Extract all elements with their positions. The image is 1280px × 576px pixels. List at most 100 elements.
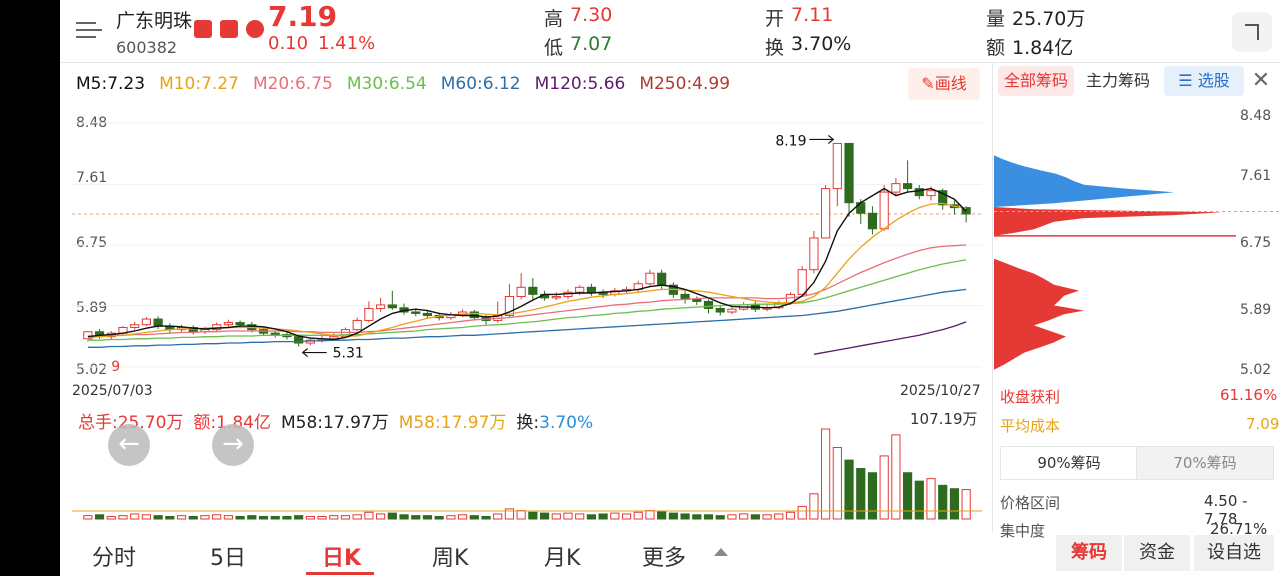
candle-body xyxy=(153,318,163,327)
close-icon[interactable]: ✕ xyxy=(1251,68,1271,93)
candle xyxy=(891,178,901,196)
tab-intraday[interactable]: 分时 xyxy=(92,546,137,571)
volume-bar xyxy=(809,493,819,520)
volume-bar xyxy=(493,513,503,520)
low-arrowhead xyxy=(301,348,309,358)
tab-all-chips[interactable]: 全部筹码 xyxy=(998,66,1074,96)
volume-bar xyxy=(457,514,468,520)
ma30-line xyxy=(87,259,967,341)
tab-main-chips[interactable]: 主力筹码 xyxy=(1086,71,1151,90)
volume-bar xyxy=(434,515,444,520)
candle xyxy=(165,323,175,334)
candle xyxy=(797,266,807,297)
draw-line-button[interactable]: ✎画线 xyxy=(908,68,980,100)
tab-5day[interactable]: 5日 xyxy=(210,546,246,571)
candle-body xyxy=(926,190,936,197)
tag-icon-3 xyxy=(246,20,264,38)
candle-body xyxy=(645,272,655,285)
vol-turnover-value: 3.70% xyxy=(539,413,594,433)
tag-icon-1 xyxy=(194,20,212,38)
candle xyxy=(914,185,924,200)
volume-bar xyxy=(329,515,339,520)
volume-bar xyxy=(867,472,878,520)
volume-bar xyxy=(446,515,456,520)
candle xyxy=(938,188,948,210)
candle-body xyxy=(703,300,714,309)
chip-tick-2: 6.75 xyxy=(1240,235,1272,251)
candle-body xyxy=(130,324,140,329)
range-label: 价格区间 xyxy=(1000,494,1061,512)
next-arrow-button[interactable]: → xyxy=(212,424,254,466)
amount-value: 1.84亿 xyxy=(1012,37,1074,59)
candle-body xyxy=(422,312,433,317)
volume-bar xyxy=(83,515,93,520)
ma-legend: M5:7.23 M10:7.27 M20:6.75 M30:6.54 M60:6.12 M… xyxy=(76,74,744,94)
vol-amount: 额:1.84亿 xyxy=(193,413,271,433)
candle-body xyxy=(879,191,889,230)
btn-90-chips[interactable]: 90%筹码 xyxy=(1000,446,1138,480)
volume-value: 25.70万 xyxy=(1012,8,1086,30)
chevron-up-icon[interactable] xyxy=(714,548,728,556)
volume-bar xyxy=(130,513,140,520)
volume-bar xyxy=(551,513,561,520)
tag-icon-2 xyxy=(220,20,238,38)
header-divider xyxy=(60,62,1280,63)
candlestick-chart[interactable]: 8.19 5.31 9 xyxy=(72,105,982,383)
open-label: 开 xyxy=(765,8,785,30)
candle-body xyxy=(270,332,280,336)
candle-body xyxy=(715,307,725,313)
volume-bar xyxy=(305,515,315,520)
chips-button[interactable]: 筹码 xyxy=(1056,535,1122,571)
chip-tick-3: 5.89 xyxy=(1240,302,1272,318)
expand-button[interactable] xyxy=(1232,12,1272,52)
volume-bar xyxy=(598,513,608,520)
candle xyxy=(376,297,386,312)
ma60-line xyxy=(87,288,967,348)
tab-more[interactable]: 更多 xyxy=(642,546,687,571)
volume-bar xyxy=(387,512,397,520)
high-label: 高 xyxy=(544,8,564,30)
candle xyxy=(844,142,854,217)
candle xyxy=(516,273,526,300)
candle xyxy=(141,316,152,327)
low-value: 7.07 xyxy=(570,33,613,55)
profit-label: 收盘获利 xyxy=(1000,388,1061,406)
candle xyxy=(176,324,187,332)
candle xyxy=(832,142,842,207)
btn-70-chips[interactable]: 70%筹码 xyxy=(1136,446,1274,480)
prev-arrow-button[interactable]: ← xyxy=(108,424,150,466)
panel-divider xyxy=(992,63,993,533)
vol-m58b: M58:17.97万 xyxy=(398,413,507,433)
select-stock-button[interactable]: ☰ 选股 xyxy=(1164,66,1244,96)
tab-monthly-k[interactable]: 月K xyxy=(544,546,581,571)
date-start: 2025/07/03 xyxy=(72,383,153,399)
candle xyxy=(809,230,819,274)
tab-daily-k[interactable]: 日K xyxy=(322,546,362,571)
volume-bar xyxy=(645,510,655,520)
amount-label: 额 xyxy=(986,37,1006,59)
high-annotation: 8.19 xyxy=(775,133,806,149)
add-watchlist-button[interactable]: 设自选 xyxy=(1194,535,1274,571)
volume-bar xyxy=(680,513,690,520)
tab-weekly-k[interactable]: 周K xyxy=(432,546,469,571)
candle xyxy=(715,304,725,316)
volume-bar xyxy=(610,512,620,520)
volume-bar xyxy=(821,428,831,520)
volume-bar xyxy=(844,459,854,520)
volume-bar xyxy=(258,515,269,520)
candle-body xyxy=(223,322,233,326)
volume-bar xyxy=(118,515,128,520)
candle-body xyxy=(902,183,913,190)
funds-button[interactable]: 资金 xyxy=(1124,535,1190,571)
candle xyxy=(879,185,889,231)
volume-bar xyxy=(668,512,678,520)
candle-body xyxy=(657,272,667,286)
volume-bar xyxy=(165,515,175,520)
marker-annotation: 9 xyxy=(111,359,120,375)
ma120-label: M120:5.66 xyxy=(534,74,626,94)
volume-bar xyxy=(504,508,515,520)
menu-icon[interactable] xyxy=(76,20,102,40)
candle-body xyxy=(528,286,538,295)
volume-bar xyxy=(422,515,433,520)
low-label: 低 xyxy=(544,37,564,59)
